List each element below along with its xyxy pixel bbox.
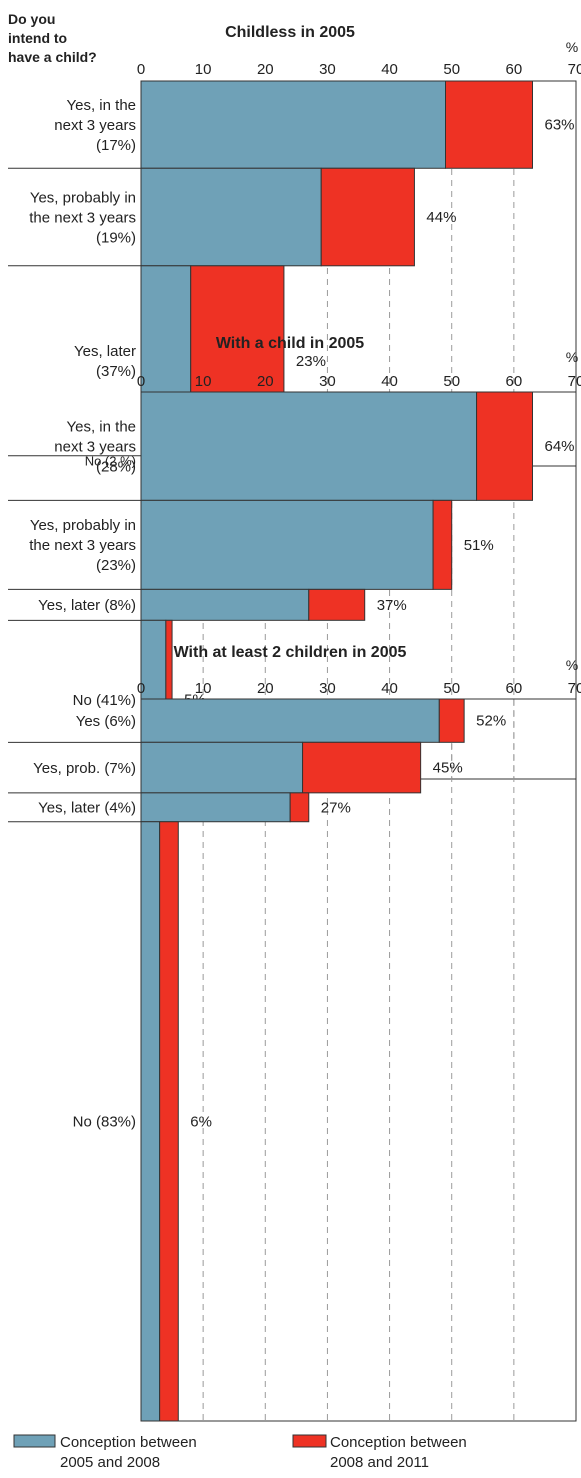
question-label-line: have a child? (8, 49, 97, 65)
bar-segment-2005-2008 (140, 792, 291, 823)
category-label: (37%) (96, 363, 136, 380)
x-tick-label: 0 (137, 373, 145, 390)
chart-title: Childless in 2005 (225, 24, 355, 41)
legend-swatch-2008-2011 (292, 1434, 327, 1448)
bar-segment-2005-2008 (140, 821, 161, 1422)
bar-segment-2008-2011 (438, 698, 465, 743)
legend-label-2005-2008: Conception between (60, 1434, 197, 1451)
bar-segment-2005-2008 (140, 698, 440, 743)
category-label: Yes (6%) (76, 713, 136, 730)
data-label-total: 23% (296, 353, 326, 370)
data-label-total: 37% (377, 597, 407, 614)
plot-frame (140, 698, 577, 1422)
question-label-line: intend to (8, 30, 67, 46)
category-label: next 3 years (54, 438, 136, 455)
x-tick-label: 40 (381, 680, 398, 697)
x-tick-label: 60 (506, 680, 523, 697)
data-label-total: 44% (426, 209, 456, 226)
x-tick-label: 20 (257, 373, 274, 390)
data-label-total: 45% (433, 760, 463, 777)
legend-swatch-2005-2008 (13, 1434, 56, 1448)
data-label-total: 52% (476, 713, 506, 730)
category-label: Yes, later (74, 343, 136, 360)
unit-label: % (566, 657, 578, 673)
data-label-total: 63% (545, 117, 575, 134)
bar-segment-2005-2008 (140, 741, 304, 794)
bar-segment-2005-2008 (140, 391, 478, 501)
x-tick-label: 70 (568, 373, 581, 390)
bar-segment-2005-2008 (140, 80, 446, 169)
x-tick-label: 70 (568, 680, 581, 697)
x-tick-label: 50 (443, 61, 460, 78)
legend-label-2005-2008: 2005 and 2008 (60, 1454, 160, 1471)
category-label: No (41%) (73, 692, 136, 709)
x-tick-label: 40 (381, 61, 398, 78)
x-tick-label: 30 (319, 373, 336, 390)
legend-label-2008-2011: Conception between (330, 1434, 467, 1451)
x-tick-label: 10 (195, 373, 212, 390)
bar-segment-2008-2011 (302, 741, 422, 794)
data-label-total: 27% (321, 799, 351, 816)
x-tick-label: 60 (506, 61, 523, 78)
legend-label-2008-2011: 2008 and 2011 (330, 1454, 429, 1471)
bar-segment-2008-2011 (432, 499, 453, 590)
x-tick-label: 0 (137, 61, 145, 78)
x-tick-label: 30 (319, 680, 336, 697)
legend: Conception between 2005 and 2008 Conceptio… (13, 1434, 467, 1471)
chart-title: With at least 2 children in 2005 (174, 644, 407, 661)
category-label: the next 3 years (29, 209, 136, 226)
category-label: Yes, in the (67, 418, 137, 435)
category-label: Yes, prob. (7%) (33, 760, 136, 777)
category-label: (17%) (96, 137, 136, 154)
x-tick-label: 40 (381, 373, 398, 390)
question-label-line: Do you (8, 11, 55, 27)
bar-segment-2008-2011 (320, 167, 415, 267)
x-tick-label: 10 (195, 680, 212, 697)
category-label: Yes, probably in (30, 517, 136, 534)
x-tick-label: 20 (257, 61, 274, 78)
bar-segment-2008-2011 (289, 792, 310, 823)
chart-title: With a child in 2005 (216, 335, 364, 352)
category-label: next 3 years (54, 117, 136, 134)
x-tick-label: 50 (443, 373, 460, 390)
bar-segment-2005-2008 (140, 499, 434, 590)
category-label: No (83%) (73, 1114, 136, 1131)
category-label: (28%) (96, 458, 136, 475)
unit-label: % (566, 39, 578, 55)
category-label: No (2 %) (85, 453, 136, 468)
category-label: the next 3 years (29, 537, 136, 554)
category-label: Yes, in the (67, 97, 137, 114)
x-tick-label: 20 (257, 680, 274, 697)
category-label: Yes, later (8%) (38, 597, 136, 614)
category-label: (19%) (96, 229, 136, 246)
x-tick-label: 10 (195, 61, 212, 78)
unit-label: % (566, 349, 578, 365)
bar-segment-2008-2011 (308, 588, 366, 621)
bar-segment-2005-2008 (140, 167, 322, 267)
bar-segment-2008-2011 (476, 391, 534, 501)
x-tick-label: 50 (443, 680, 460, 697)
bar-segment-2008-2011 (445, 80, 533, 169)
x-tick-label: 30 (319, 61, 336, 78)
chart-panel-3: With at least 2 children in 2005% 0 10 20 30… (8, 644, 581, 1422)
category-label: Yes, later (4%) (38, 800, 136, 817)
data-label-total: 6% (190, 1113, 212, 1130)
data-label-total: 51% (464, 537, 494, 554)
category-label: (23%) (96, 557, 136, 574)
bar-segment-2008-2011 (159, 821, 179, 1422)
data-label-total: 64% (545, 438, 575, 455)
x-tick-label: 60 (506, 373, 523, 390)
x-tick-label: 0 (137, 680, 145, 697)
category-label: Yes, probably in (30, 189, 136, 206)
bar-segment-2005-2008 (140, 588, 310, 621)
x-tick-label: 70 (568, 61, 581, 78)
